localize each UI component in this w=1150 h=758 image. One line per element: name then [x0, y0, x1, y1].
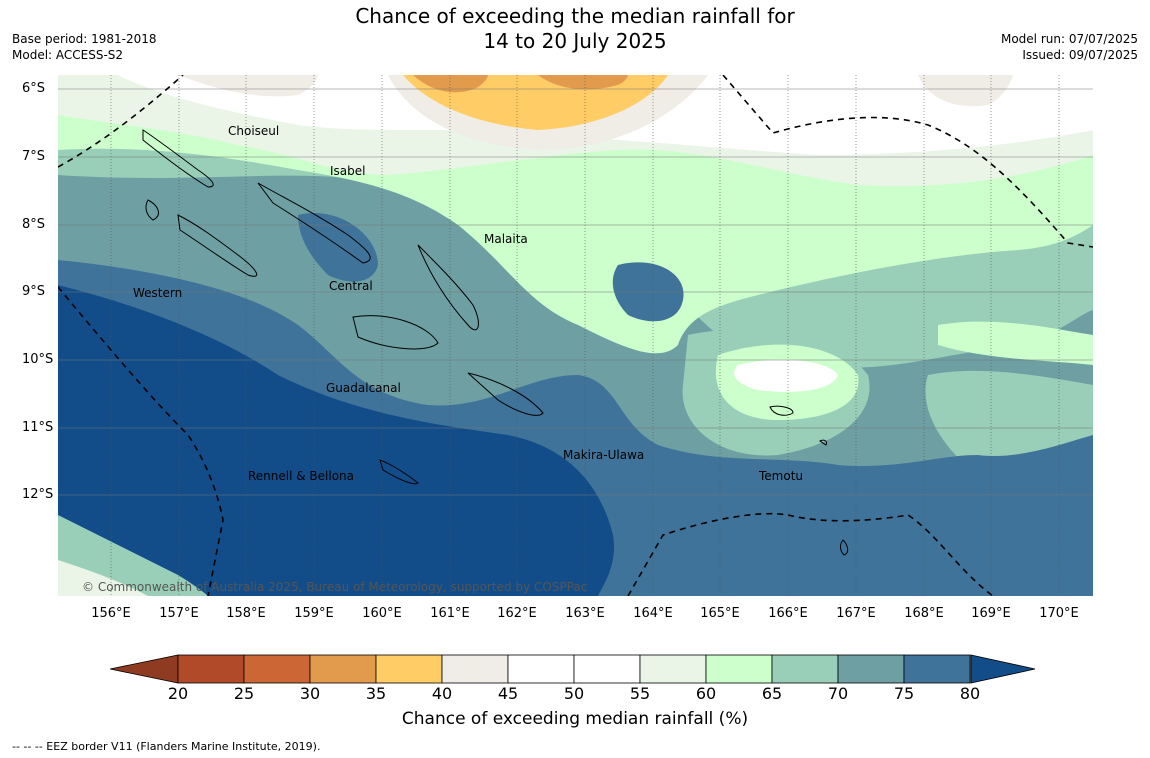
contour-se-blob [938, 545, 1063, 577]
y-tick-9s: 9°S [22, 284, 46, 299]
colorbar-cell-70-75 [837, 654, 905, 684]
contour-30-35-b [538, 75, 628, 90]
issued-date: Issued: 09/07/2025 [1022, 48, 1138, 62]
meta-left: Base period: 1981-2018 Model: ACCESS-S2 [12, 31, 157, 63]
label-malaita: Malaita [484, 232, 528, 246]
colorbar-cell-35-40 [375, 654, 443, 684]
x-tick-156e: 156°E [91, 606, 131, 621]
colorbar-cell-20-25 [177, 654, 245, 684]
x-tick-168e: 168°E [904, 606, 944, 621]
x-tick-164e: 164°E [633, 606, 673, 621]
contour-60-65-east [938, 321, 1093, 365]
label-makira-ulawa: Makira-Ulawa [563, 448, 645, 462]
cbar-label-70: 70 [827, 684, 849, 703]
eez-border [58, 75, 1093, 596]
contour-75-80-north [298, 213, 378, 282]
colorbar-title: Chance of exceeding median rainfall (%) [401, 709, 749, 729]
label-central: Central [329, 279, 373, 293]
x-tick-166e: 166°E [768, 606, 808, 621]
label-choiseul: Choiseul [228, 124, 280, 138]
lat-gridlines [58, 88, 1093, 496]
contour-over-80 [58, 285, 615, 596]
colorbar [110, 654, 1036, 684]
meta-right: Model run: 07/07/2025 Issued: 09/07/2025 [1001, 31, 1138, 63]
colorbar-cell-75-80 [903, 654, 971, 684]
x-tick-158e: 158°E [226, 606, 266, 621]
colorbar-cell-50-55 [573, 654, 641, 684]
model-name: Model: ACCESS-S2 [12, 48, 124, 62]
y-tick-10s: 10°S [22, 352, 54, 367]
cbar-label-20: 20 [167, 684, 189, 703]
colorbar-cell-60-65 [705, 654, 773, 684]
y-tick-7s: 7°S [22, 149, 46, 164]
label-western: Western [133, 286, 183, 300]
label-temotu: Temotu [759, 469, 804, 483]
colorbar-cells [177, 654, 971, 684]
chart-title: Chance of exceeding the median rainfall … [0, 4, 1150, 54]
x-tick-167e: 167°E [836, 606, 876, 621]
cbar-label-25: 25 [233, 684, 255, 703]
x-tick-160e: 160°E [362, 606, 402, 621]
contour-30-35-a [413, 75, 488, 93]
x-tick-162e: 162°E [497, 606, 537, 621]
contour-40-45-west [178, 75, 318, 97]
cbar-label-75: 75 [893, 684, 915, 703]
title-line-1: Chance of exceeding the median rainfall … [355, 4, 795, 28]
x-tick-169e: 169°E [971, 606, 1011, 621]
rainfall-map [58, 75, 1093, 596]
cbar-label-30: 30 [299, 684, 321, 703]
cbar-label-45: 45 [497, 684, 519, 703]
cbar-label-50: 50 [563, 684, 585, 703]
x-tick-163e: 163°E [565, 606, 605, 621]
x-tick-165e: 165°E [700, 606, 740, 621]
label-guadalcanal: Guadalcanal [326, 381, 401, 395]
colorbar-cell-65-70 [771, 654, 839, 684]
colorbar-cell-30-35 [309, 654, 377, 684]
eez-note: -- -- -- EEZ border V11 (Flanders Marine… [12, 740, 321, 753]
base-period: Base period: 1981-2018 [12, 32, 157, 46]
coastlines [142, 129, 849, 556]
contour-40-45-east [918, 75, 1013, 107]
cbar-label-60: 60 [695, 684, 717, 703]
colorbar-under-arrow [110, 654, 179, 684]
contour-45-55-center [734, 359, 838, 392]
colorbar-cell-45-50 [507, 654, 575, 684]
contour-sw-lighter [58, 560, 148, 596]
y-tick-12s: 12°S [22, 487, 54, 502]
title-line-2: 14 to 20 July 2025 [483, 29, 667, 53]
copyright: © Commonwealth of Australia 2025, Bureau… [82, 580, 588, 594]
label-isabel: Isabel [330, 164, 366, 178]
model-run: Model run: 07/07/2025 [1000, 32, 1138, 46]
cbar-label-55: 55 [629, 684, 651, 703]
colorbar-cell-25-30 [243, 654, 311, 684]
x-tick-159e: 159°E [294, 606, 334, 621]
x-tick-161e: 161°E [430, 606, 470, 621]
colorbar-cell-55-60 [639, 654, 707, 684]
y-tick-11s: 11°S [22, 420, 54, 435]
colorbar-cell-40-45 [441, 654, 509, 684]
x-tick-170e: 170°E [1039, 606, 1079, 621]
y-tick-6s: 6°S [22, 81, 46, 96]
y-tick-8s: 8°S [22, 217, 46, 232]
cbar-label-65: 65 [761, 684, 783, 703]
cbar-label-80: 80 [959, 684, 981, 703]
label-rennell-bellona: Rennell & Bellona [248, 469, 355, 483]
x-tick-157e: 157°E [159, 606, 199, 621]
cbar-label-40: 40 [431, 684, 453, 703]
cbar-label-35: 35 [365, 684, 387, 703]
colorbar-over-arrow [970, 654, 1036, 684]
